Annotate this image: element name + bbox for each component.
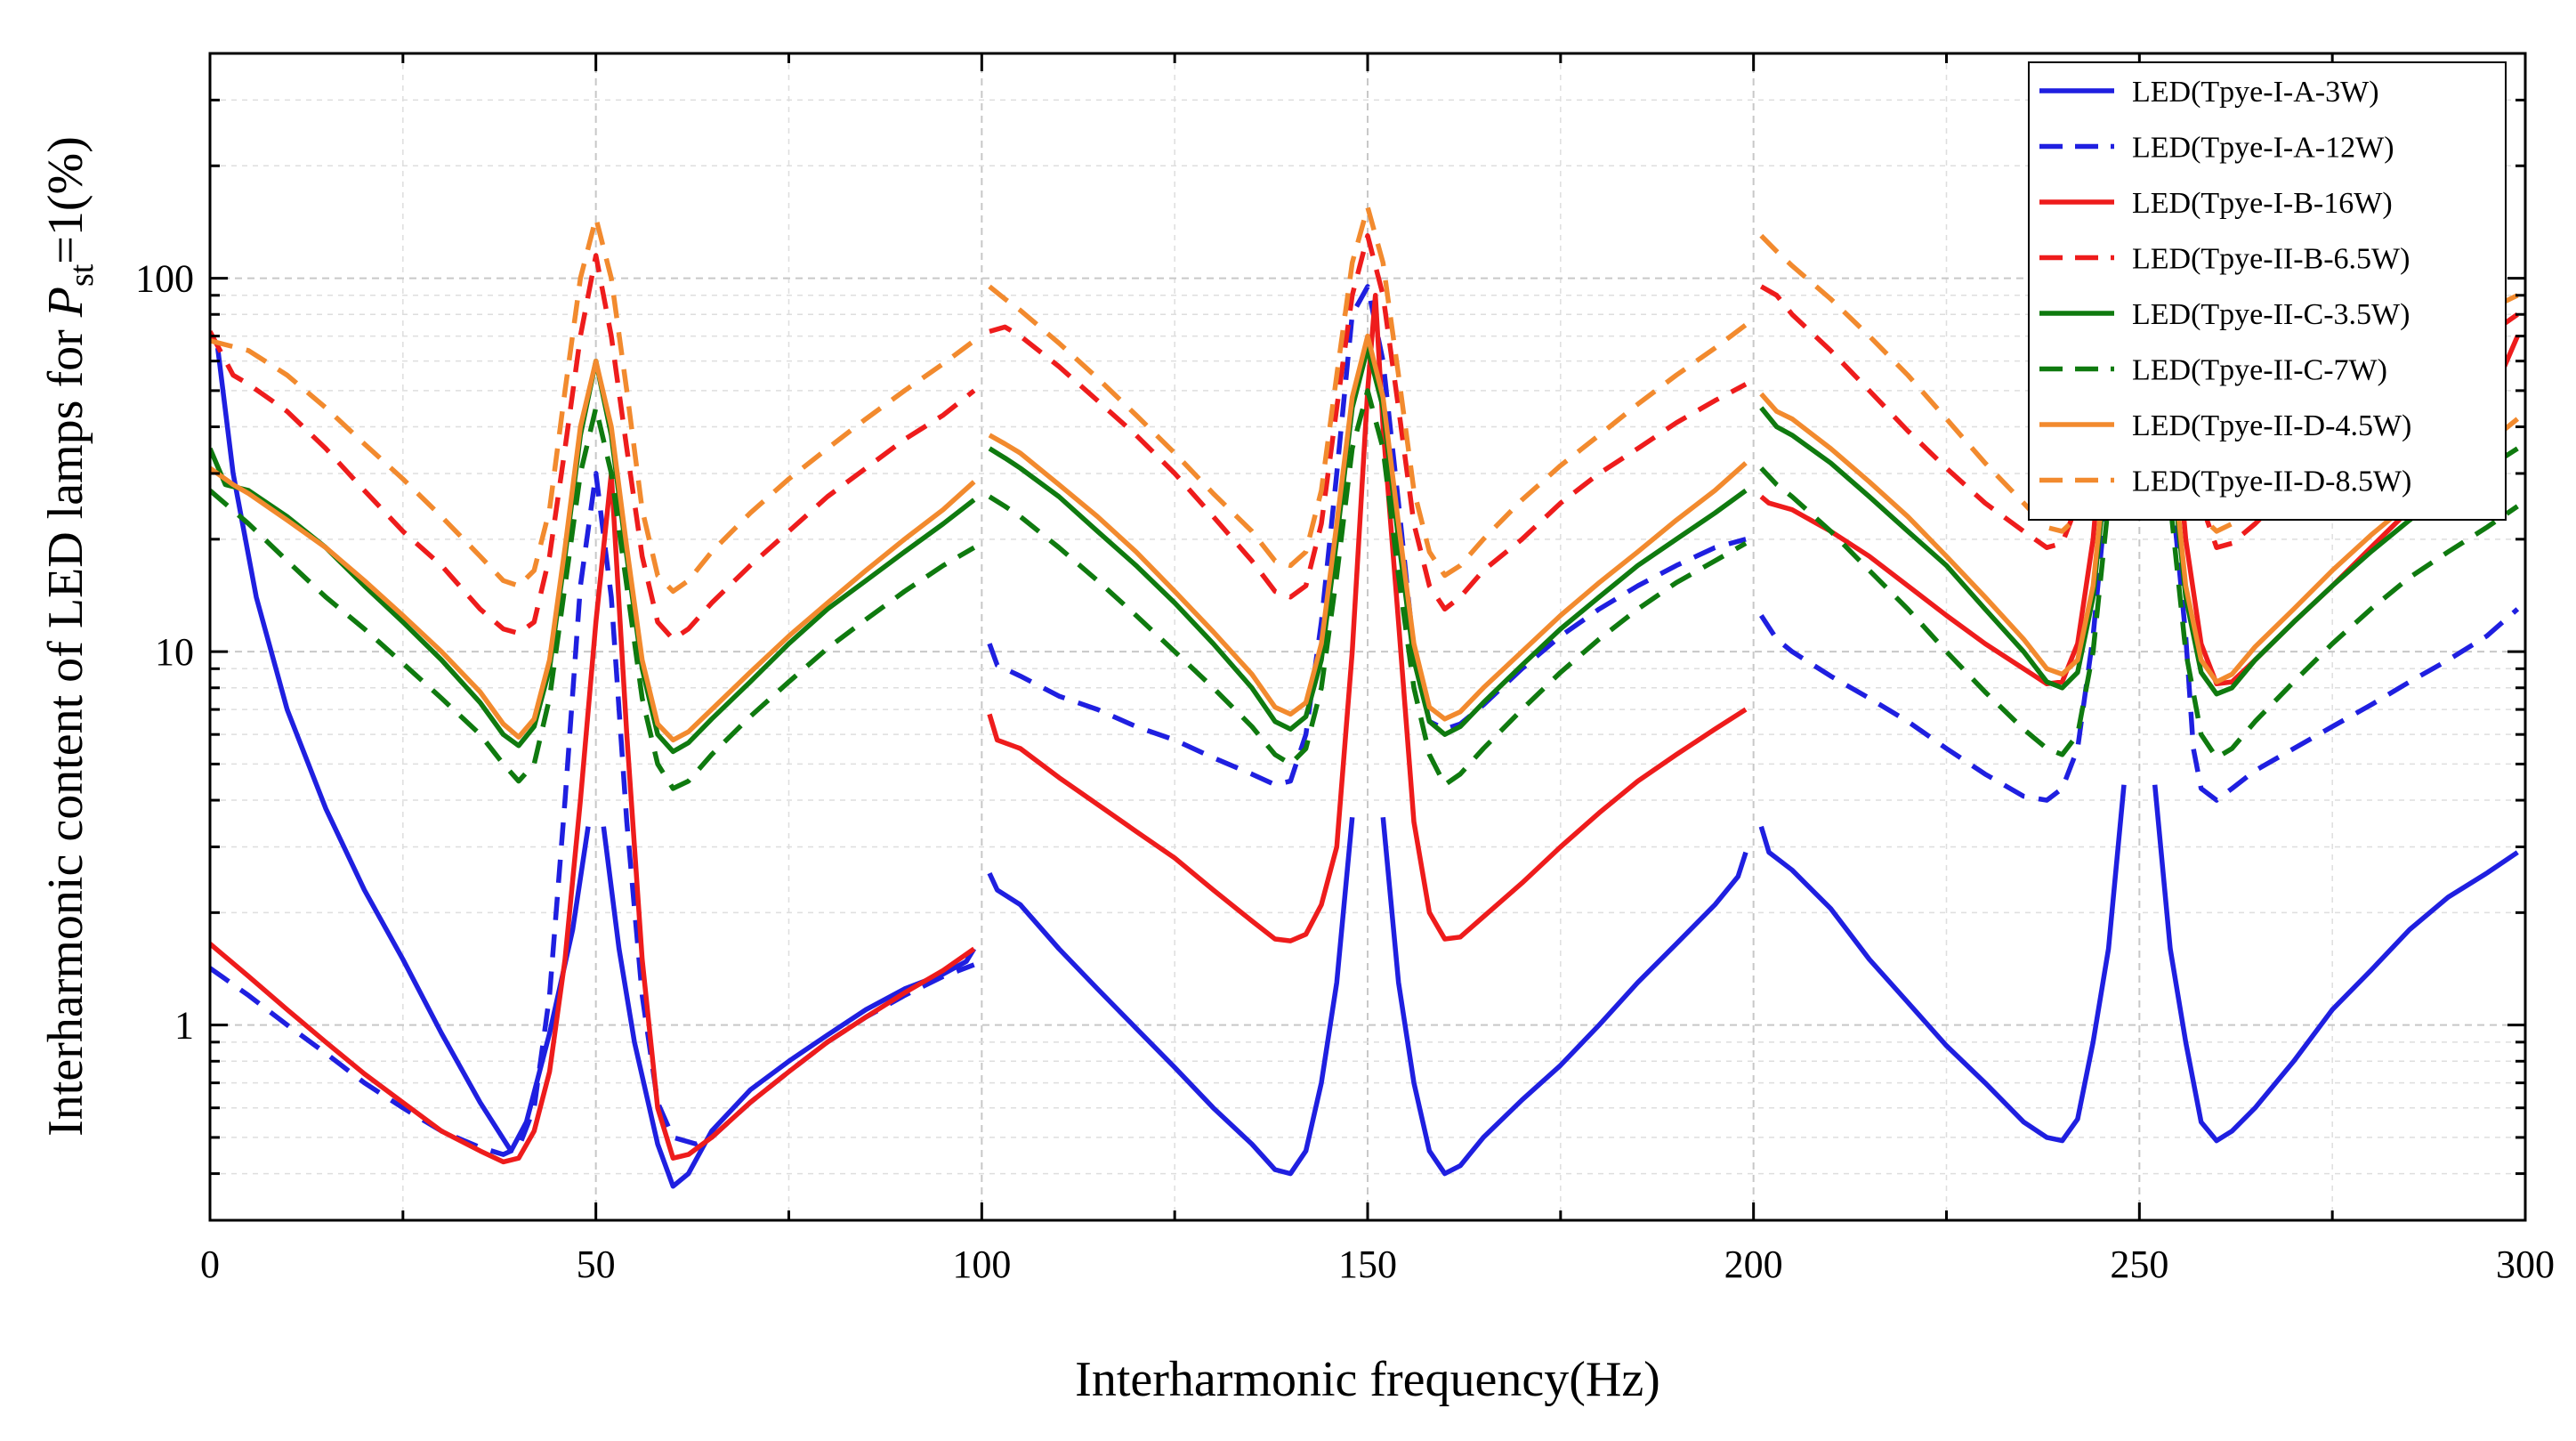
x-tick-label: 250 — [2110, 1243, 2168, 1286]
series-1 — [214, 347, 2519, 1189]
series-line — [210, 253, 976, 642]
legend-label: LED(Tpye-I-A-12W) — [2132, 132, 2394, 165]
legend-label: LED(Tpye-II-C-3.5W) — [2132, 298, 2410, 331]
legend-label: LED(Tpye-II-C-7W) — [2132, 354, 2387, 387]
series-line — [1758, 275, 2520, 803]
legend: LED(Tpye-I-A-3W) LED(Tpye-I-A-12W) LED(Tpy… — [2028, 61, 2507, 521]
series-line — [988, 333, 1748, 722]
y-axis-title-symbol: P — [38, 287, 93, 318]
y-axis-title-main: Interharmonic content of LED lamps for — [38, 317, 93, 1137]
series-line — [989, 233, 1748, 612]
x-axis-title: Interharmonic frequency(Hz) — [1075, 1352, 1660, 1407]
tick-labels: 0 50 100 150 200 250 300 1 10 100 — [135, 257, 2555, 1286]
series-line — [210, 471, 976, 1165]
axis-ticks — [208, 52, 2527, 1222]
legend-box — [2028, 61, 2507, 521]
y-tick-label: 10 — [155, 630, 194, 674]
x-tick-label: 300 — [2496, 1243, 2555, 1286]
series-line — [210, 358, 976, 743]
series-line — [2152, 784, 2519, 1144]
y-tick-label: 100 — [135, 257, 194, 301]
series-line — [988, 345, 1748, 737]
x-tick-label: 50 — [577, 1243, 616, 1286]
legend-label: LED(Tpye-I-A-3W) — [2132, 76, 2379, 109]
y-axis-title-suffix: =1(%) — [38, 136, 93, 264]
series-line — [214, 347, 591, 1154]
series-line — [210, 405, 976, 791]
y-tick-label: 1 — [174, 1004, 194, 1048]
series-line — [988, 204, 1748, 579]
x-tick-label: 100 — [952, 1243, 1011, 1286]
x-tick-label: 150 — [1338, 1243, 1397, 1286]
x-tick-label: 0 — [200, 1243, 220, 1286]
legend-label: LED(Tpye-II-D-4.5W) — [2132, 409, 2411, 442]
legend-label: LED(Tpye-II-B-6.5W) — [2132, 243, 2410, 276]
series-line — [988, 388, 1748, 788]
x-tick-label: 200 — [1724, 1243, 1783, 1286]
y-axis-title-subscript: st — [63, 263, 101, 287]
series-line — [987, 284, 1747, 788]
series-line — [1758, 784, 2127, 1144]
series-line — [1380, 817, 1748, 1177]
legend-label: LED(Tpye-I-B-16W) — [2132, 187, 2393, 220]
series-line — [987, 817, 1355, 1177]
y-axis-title: Interharmonic content of LED lamps for P… — [38, 136, 101, 1137]
legend-label: LED(Tpye-II-D-8.5W) — [2132, 465, 2411, 498]
